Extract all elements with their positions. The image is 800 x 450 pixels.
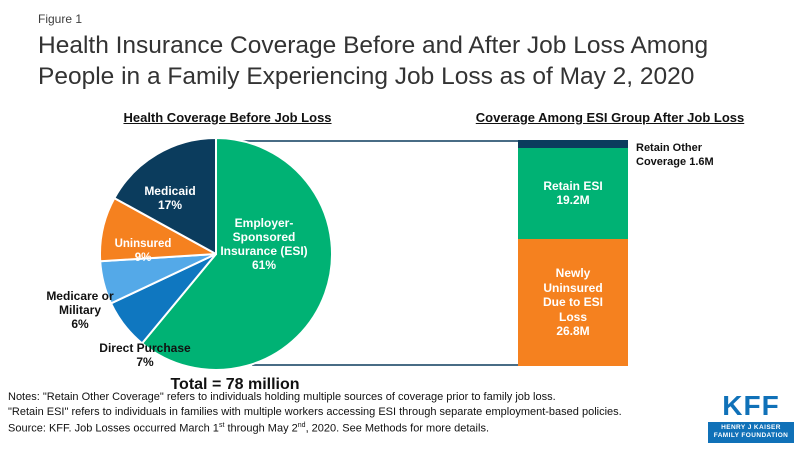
pie-label-uninsured-text: Uninsured bbox=[114, 238, 172, 250]
pie-chart-heading: Health Coverage Before Job Loss bbox=[123, 110, 332, 125]
bar-chart-heading: Coverage Among ESI Group After Job Loss bbox=[475, 110, 745, 125]
stacked-bar: Retain ESI 19.2M Newly Uninsured Due to … bbox=[518, 140, 628, 366]
pie-slice-medicaid bbox=[113, 138, 217, 255]
source-part-3: , 2020. See Methods for more details. bbox=[305, 422, 489, 435]
bar-label-retain-esi: Retain ESI 19.2M bbox=[543, 179, 602, 208]
kff-logo-band: HENRY J KAISER FAMILY FOUNDATION bbox=[708, 422, 794, 443]
source-sup-2: nd bbox=[297, 421, 306, 429]
pie-label-direct-purchase: Direct Purchase 7% bbox=[95, 341, 195, 369]
figure-number: Figure 1 bbox=[38, 12, 83, 26]
pie-label-medicaid: Medicaid 17% bbox=[128, 184, 212, 212]
bar-label-newly-uninsured-value: 26.8M bbox=[556, 323, 590, 338]
bar-label-retain-esi-text: Retain ESI bbox=[543, 178, 603, 193]
pie-label-medicare-text: Medicare or Military bbox=[46, 289, 114, 318]
pie-label-direct-text: Direct Purchase bbox=[99, 341, 191, 355]
pie-label-esi-pct: 61% bbox=[251, 258, 277, 273]
kff-logo-text: KFF bbox=[722, 390, 780, 421]
kff-logo-sub2: FAMILY FOUNDATION bbox=[713, 432, 789, 440]
pie-label-medicare-pct: 6% bbox=[71, 317, 89, 332]
pie-label-esi: Employer-Sponsored Insurance (ESI) 61% bbox=[218, 216, 310, 273]
pie-label-direct-pct: 7% bbox=[136, 355, 154, 370]
bar-label-newly-uninsured-text: Newly Uninsured Due to ESI Loss bbox=[542, 266, 603, 324]
pie-label-medicaid-pct: 17% bbox=[157, 198, 183, 213]
source-line: Source: KFF. Job Losses occurred March 1… bbox=[8, 421, 678, 437]
pie-label-esi-text: Employer-Sponsored Insurance (ESI) bbox=[220, 216, 308, 259]
source-sup-1: st bbox=[218, 421, 225, 429]
note-line-1: Notes: "Retain Other Coverage" refers to… bbox=[8, 391, 556, 403]
pie-chart: Employer-Sponsored Insurance (ESI) 61% M… bbox=[100, 138, 332, 370]
kff-logo-sub1: HENRY J KAISER bbox=[721, 424, 781, 431]
source-part-1: Source: KFF. Job Losses occurred March 1 bbox=[8, 422, 219, 435]
footnotes: Notes: "Retain Other Coverage" refers to… bbox=[8, 390, 678, 437]
title-line-2: People in a Family Experiencing Job Loss… bbox=[38, 63, 695, 91]
pie-label-medicare-military: Medicare or Military 6% bbox=[36, 289, 124, 331]
bar-segment-newly-uninsured: Newly Uninsured Due to ESI Loss 26.8M bbox=[518, 238, 628, 366]
bar-label-retain-other-text: Retain Other Coverage bbox=[636, 142, 703, 169]
bar-label-retain-other-value: 1.6M bbox=[689, 156, 714, 169]
bar-label-retain-esi-value: 19.2M bbox=[556, 193, 590, 208]
pie-label-medicaid-text: Medicaid bbox=[144, 184, 196, 198]
bar-label-newly-uninsured: Newly Uninsured Due to ESI Loss 26.8M bbox=[536, 266, 610, 338]
pie-svg bbox=[100, 138, 332, 370]
bar-segment-retain-esi: Retain ESI 19.2M bbox=[518, 147, 628, 239]
source-part-2: through May 2 bbox=[224, 422, 298, 435]
page-title: Health Insurance Coverage Before and Aft… bbox=[38, 30, 783, 92]
bar-segment-retain-other bbox=[518, 140, 628, 148]
pie-label-uninsured: Uninsured 9% bbox=[106, 238, 180, 265]
kff-logo: KFF HENRY J KAISER FAMILY FOUNDATION bbox=[708, 392, 794, 443]
title-line-1: Health Insurance Coverage Before and Aft… bbox=[38, 32, 709, 59]
bar-label-retain-other: Retain Other Coverage 1.6M bbox=[636, 141, 734, 170]
pie-label-uninsured-pct: 9% bbox=[134, 251, 152, 264]
pie-slice-esi bbox=[141, 138, 332, 370]
note-line-2: "Retain ESI" refers to individuals in fa… bbox=[8, 406, 622, 419]
pie-total-label: Total = 78 million bbox=[170, 376, 300, 393]
